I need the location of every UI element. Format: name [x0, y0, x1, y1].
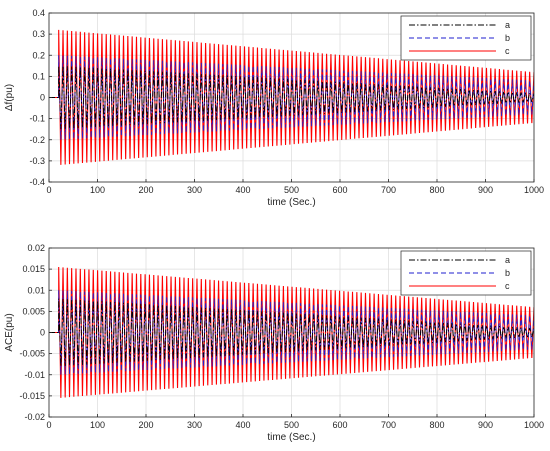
y-tick-label: 0.1 [32, 71, 45, 81]
y-tick-label: 0.4 [32, 8, 45, 18]
y-tick-label: 0.02 [27, 243, 45, 253]
legend-label-b: b [505, 33, 510, 43]
x-tick-label: 400 [235, 185, 250, 195]
x-tick-label: 700 [381, 185, 396, 195]
y-axis-label: Δf(pu) [4, 84, 15, 111]
legend: abc [400, 250, 532, 296]
y-tick-label: -0.02 [24, 412, 45, 422]
series-a-line [49, 65, 534, 130]
x-tick-label: 600 [332, 420, 347, 430]
series-b-line [49, 290, 534, 375]
x-tick-label: 0 [46, 420, 51, 430]
x-tick-label: 700 [381, 420, 396, 430]
x-tick-label: 100 [90, 185, 105, 195]
series-a-line [49, 298, 534, 367]
y-axis-label: ACE(pu) [4, 313, 15, 351]
x-tick-label: 800 [429, 185, 444, 195]
y-tick-label: -0.3 [29, 156, 45, 166]
x-axis-label: time (Sec.) [267, 432, 315, 443]
x-tick-label: 1000 [524, 185, 544, 195]
x-tick-label: 300 [187, 185, 202, 195]
x-tick-label: 1000 [524, 420, 544, 430]
y-tick-label: -0.2 [29, 135, 45, 145]
x-tick-label: 500 [284, 420, 299, 430]
series-group [49, 29, 534, 165]
legend: abc [400, 15, 532, 61]
series-c-line [49, 29, 534, 165]
x-tick-label: 300 [187, 420, 202, 430]
legend-label-c: c [505, 46, 510, 56]
chart-panel-2: 0 100 200 300 400 500 600 700 800 900 1000 0.02 0.01… [4, 243, 544, 443]
legend-label-c: c [505, 281, 510, 291]
series-c-line [49, 267, 534, 398]
x-tick-label: 0 [46, 185, 51, 195]
chart-panel-1: 0 100 200 300 400 500 600 700 800 900 1000 0.4 0.3 0.… [4, 8, 544, 208]
x-tick-label: 200 [138, 420, 153, 430]
x-tick-label: 500 [284, 185, 299, 195]
x-tick-label: 600 [332, 185, 347, 195]
y-tick-label: 0 [40, 328, 45, 338]
y-tick-label: -0.015 [19, 391, 45, 401]
y-tick-label: -0.1 [29, 114, 45, 124]
x-tick-label: 900 [478, 420, 493, 430]
x-tick-label: 100 [90, 420, 105, 430]
y-tick-label: 0 [40, 93, 45, 103]
x-tick-label: 200 [138, 185, 153, 195]
y-tick-label: 0.2 [32, 50, 45, 60]
y-tick-label: 0.005 [22, 306, 45, 316]
y-tick-label: 0.01 [27, 285, 45, 295]
y-tick-label: 0.015 [22, 264, 45, 274]
x-tick-label: 900 [478, 185, 493, 195]
legend-label-b: b [505, 268, 510, 278]
y-tick-label: -0.005 [19, 349, 45, 359]
x-tick-label: 800 [429, 420, 444, 430]
y-tick-label: 0.3 [32, 29, 45, 39]
y-tick-label: -0.01 [24, 370, 45, 380]
x-axis-label: time (Sec.) [267, 197, 315, 208]
legend-label-a: a [505, 255, 510, 265]
y-tick-label: -0.4 [29, 177, 45, 187]
series-b-line [49, 55, 534, 140]
legend-label-a: a [505, 20, 510, 30]
x-tick-label: 400 [235, 420, 250, 430]
series-group [49, 267, 534, 398]
